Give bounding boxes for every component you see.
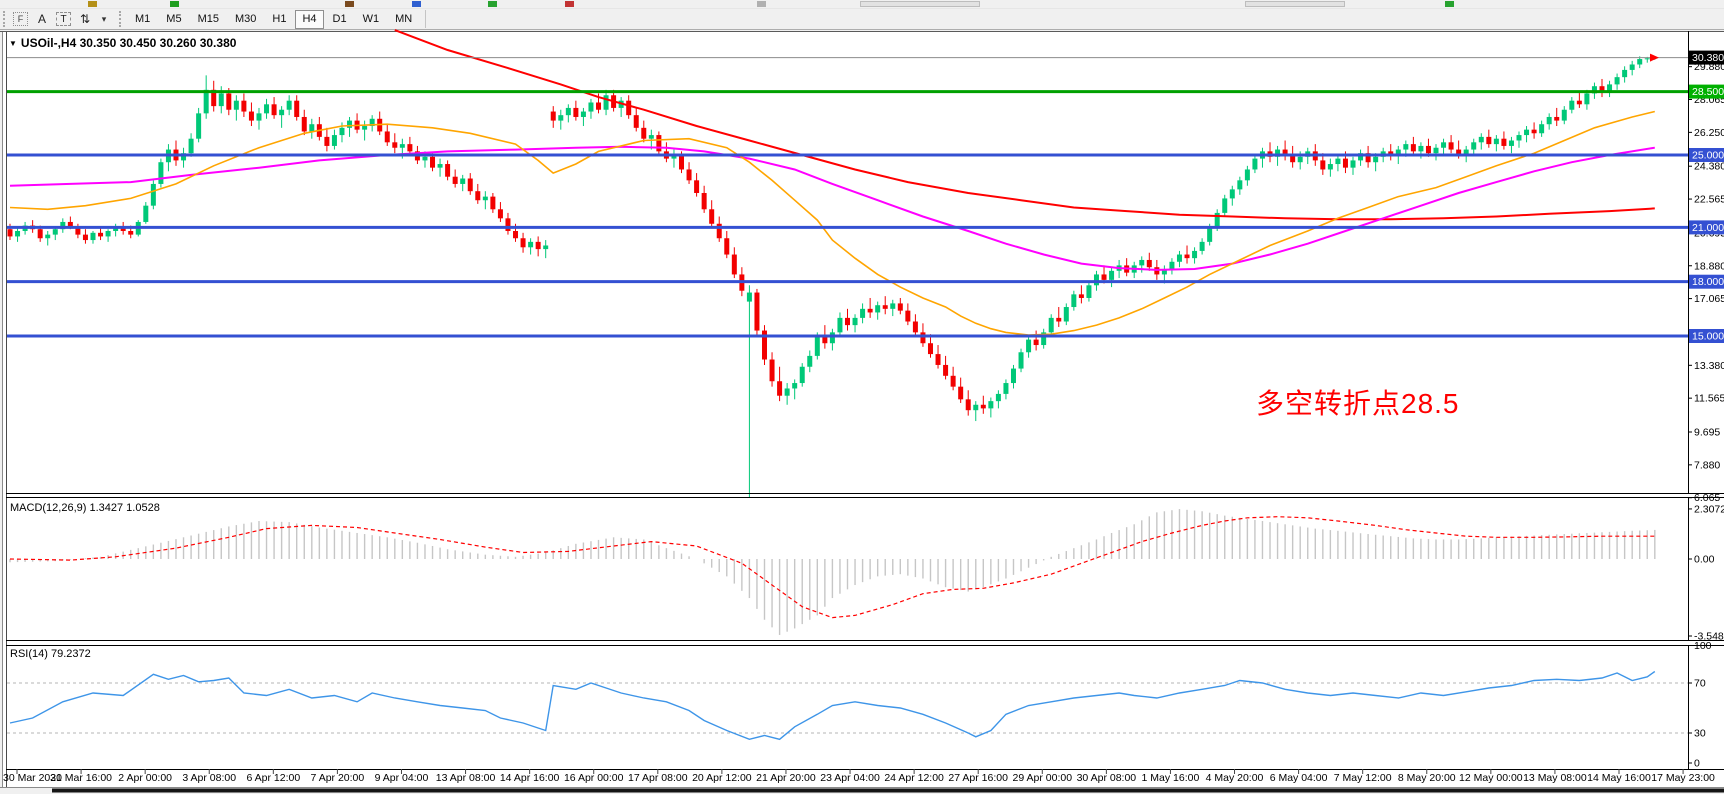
svg-text:14 Apr 16:00: 14 Apr 16:00	[500, 772, 560, 784]
svg-text:8 May 20:00: 8 May 20:00	[1398, 772, 1456, 784]
svg-text:7 Apr 20:00: 7 Apr 20:00	[311, 772, 365, 784]
toolbar-timeframes: M1 M5 M15 M30 H1 H4 D1 W1 MN	[127, 9, 420, 29]
svg-text:14 May 16:00: 14 May 16:00	[1587, 772, 1651, 784]
svg-text:3 Apr 08:00: 3 Apr 08:00	[182, 772, 236, 784]
clipped-icon	[757, 1, 766, 7]
rsi-axis[interactable]: 100 70 30 0	[1688, 640, 1712, 770]
svg-text:11.565: 11.565	[1694, 393, 1724, 405]
svg-text:30 Mar 2020: 30 Mar 2020	[3, 772, 62, 784]
svg-text:17 May 23:00: 17 May 23:00	[1651, 772, 1715, 784]
clipped-icon	[565, 1, 574, 7]
svg-text:13 May 08:00: 13 May 08:00	[1523, 772, 1587, 784]
svg-text:25.000: 25.000	[1692, 149, 1724, 161]
clipped-icon	[1445, 1, 1454, 7]
svg-text:0: 0	[1694, 758, 1700, 770]
timeframe-button-H4[interactable]: H4	[295, 9, 324, 29]
clipped-icon	[860, 1, 980, 7]
macd-axis[interactable]: 2.3072 0.00 -3.5484	[1688, 503, 1724, 643]
svg-text:30 Apr 08:00: 30 Apr 08:00	[1077, 772, 1137, 784]
chart-title: ▼ USOil-,H4 30.350 30.450 30.260 30.380	[9, 36, 236, 50]
svg-text:27 Apr 16:00: 27 Apr 16:00	[948, 772, 1008, 784]
svg-text:17 Apr 08:00: 17 Apr 08:00	[628, 772, 688, 784]
text-box-tool[interactable]: T	[56, 12, 71, 26]
timeframe-button-W1[interactable]: W1	[362, 12, 380, 25]
svg-text:15.000: 15.000	[1692, 330, 1724, 342]
svg-text:24.380: 24.380	[1694, 161, 1724, 173]
ma-short-orange	[9, 110, 1655, 336]
svg-text:23 Apr 04:00: 23 Apr 04:00	[820, 772, 880, 784]
svg-text:18.000: 18.000	[1692, 276, 1724, 288]
timeframe-button-M30[interactable]: M30	[234, 12, 257, 25]
svg-text:9.695: 9.695	[1694, 427, 1720, 439]
clipped-icon	[88, 1, 97, 7]
svg-text:2.3072: 2.3072	[1694, 503, 1724, 515]
chart-title-text: USOil-,H4 30.350 30.450 30.260 30.380	[20, 36, 237, 50]
price-arrow-icon	[1650, 53, 1659, 62]
svg-text:16 Apr 00:00: 16 Apr 00:00	[564, 772, 624, 784]
svg-text:13 Apr 08:00: 13 Apr 08:00	[436, 772, 496, 784]
rsi-levels	[7, 682, 1688, 734]
macd-indicator-label: MACD(12,26,9) 1.3427 1.0528	[10, 502, 160, 514]
chart-annotation-text: 多空转折点28.5	[1256, 388, 1460, 419]
price-axis[interactable]: 29.88028.06526.25024.38022.56520.69518.8…	[1688, 50, 1724, 505]
support-resistance-lines[interactable]	[7, 57, 1688, 338]
timeframe-button-M5[interactable]: M5	[166, 12, 182, 25]
timeframe-button-D1[interactable]: D1	[332, 12, 347, 25]
svg-text:6 May 04:00: 6 May 04:00	[1270, 772, 1328, 784]
svg-text:29 Apr 00:00: 29 Apr 00:00	[1012, 772, 1072, 784]
svg-text:100: 100	[1694, 640, 1712, 652]
toolbar-drag-handle[interactable]	[3, 11, 7, 27]
svg-text:26.250: 26.250	[1694, 127, 1724, 139]
svg-text:9 Apr 04:00: 9 Apr 04:00	[375, 772, 429, 784]
ma-long-red	[394, 29, 1655, 221]
svg-text:13.380: 13.380	[1694, 360, 1724, 372]
svg-text:30.380: 30.380	[1692, 52, 1724, 64]
svg-text:28.500: 28.500	[1692, 86, 1724, 98]
svg-text:18.880: 18.880	[1694, 260, 1724, 272]
svg-text:2 Apr 00:00: 2 Apr 00:00	[118, 772, 172, 784]
clipped-toolbar-row	[0, 0, 1724, 8]
clipped-icon	[488, 1, 497, 7]
svg-text:70: 70	[1694, 678, 1706, 690]
svg-text:30: 30	[1694, 728, 1706, 740]
svg-text:6 Apr 12:00: 6 Apr 12:00	[246, 772, 300, 784]
svg-text:0.00: 0.00	[1694, 554, 1715, 566]
svg-text:22.565: 22.565	[1694, 194, 1724, 206]
svg-text:21 Apr 20:00: 21 Apr 20:00	[756, 772, 816, 784]
svg-text:24 Apr 12:00: 24 Apr 12:00	[884, 772, 944, 784]
svg-text:1 May 16:00: 1 May 16:00	[1142, 772, 1200, 784]
svg-text:-3.5484: -3.5484	[1694, 631, 1724, 643]
timeframe-button-MN[interactable]: MN	[395, 12, 413, 25]
svg-text:7.880: 7.880	[1694, 459, 1720, 471]
toolbar-drag-handle[interactable]	[119, 11, 123, 27]
toolbar-tools: F A T ⇅ ▾	[11, 10, 111, 28]
timeframe-button-M15[interactable]: M15	[197, 12, 219, 25]
svg-text:17.065: 17.065	[1694, 293, 1724, 305]
clipped-icon	[170, 1, 179, 7]
toolbar: F A T ⇅ ▾ M1 M5 M15 M30 H1 H4 D1 W1 MN	[0, 8, 1724, 30]
svg-text:4 May 20:00: 4 May 20:00	[1206, 772, 1264, 784]
bottom-window-edge	[52, 788, 1724, 793]
timeframe-button-M1[interactable]: M1	[135, 12, 151, 25]
text-label-tool[interactable]: A	[37, 12, 46, 26]
rsi-line	[9, 670, 1656, 741]
svg-text:20 Apr 12:00: 20 Apr 12:00	[692, 772, 752, 784]
svg-text:12 May 00:00: 12 May 00:00	[1459, 772, 1523, 784]
toolbar-separator	[425, 10, 427, 28]
tools-dropdown[interactable]: ▾	[101, 13, 107, 24]
clipped-icon	[345, 1, 354, 7]
svg-text:31 Mar 16:00: 31 Mar 16:00	[50, 772, 112, 784]
cycle-symbols-tool[interactable]: ⇅	[79, 12, 91, 26]
dock-grid-tool[interactable]: F	[13, 12, 28, 26]
svg-text:7 May 12:00: 7 May 12:00	[1334, 772, 1392, 784]
clipped-icon	[412, 1, 421, 7]
svg-text:6.065: 6.065	[1694, 492, 1720, 504]
clipped-icon	[1245, 1, 1345, 7]
svg-text:21.000: 21.000	[1692, 222, 1724, 234]
rsi-indicator-label: RSI(14) 79.2372	[10, 648, 91, 660]
symbol-dropdown-icon[interactable]: ▼	[9, 39, 17, 48]
timeframe-button-H1[interactable]: H1	[272, 12, 287, 25]
